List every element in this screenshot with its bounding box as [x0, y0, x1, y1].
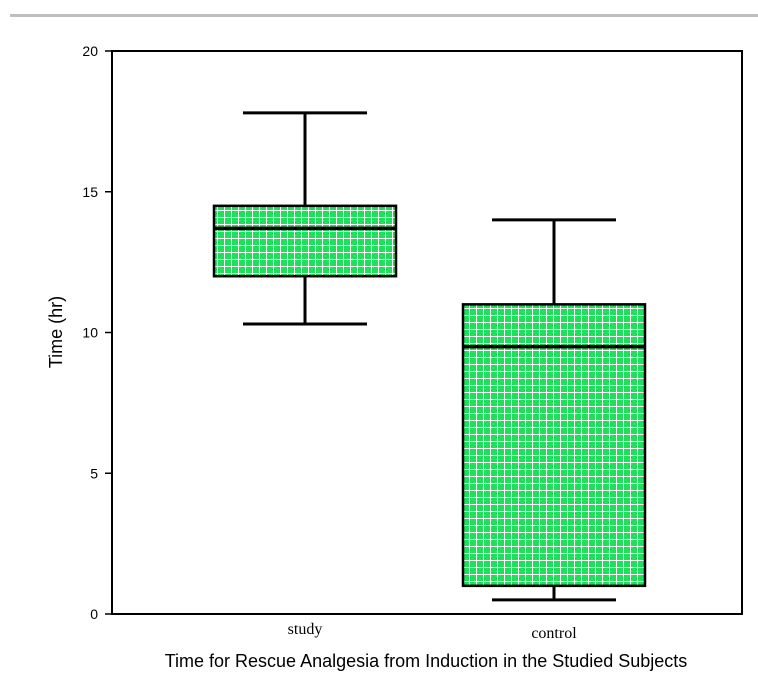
top-divider — [10, 14, 758, 17]
y-tick-label: 5 — [90, 465, 98, 481]
iqr-box — [461, 303, 647, 588]
box-study — [212, 111, 398, 326]
x-axis: study control — [288, 621, 578, 642]
iqr-box — [212, 204, 398, 278]
y-tick-label: 10 — [82, 325, 98, 341]
plot-frame — [111, 50, 743, 615]
y-axis-title: Time (hr) — [46, 296, 66, 368]
box-control — [461, 218, 647, 602]
y-tick-label: 0 — [90, 606, 98, 622]
y-tick-label: 20 — [82, 43, 98, 59]
y-tick-label: 15 — [82, 184, 98, 200]
y-axis: 0 5 10 15 20 — [82, 43, 112, 622]
boxes — [212, 111, 647, 602]
x-category-label: control — [531, 625, 577, 642]
x-axis-title: Time for Rescue Analgesia from Induction… — [165, 651, 688, 671]
x-category-label: study — [288, 621, 323, 638]
